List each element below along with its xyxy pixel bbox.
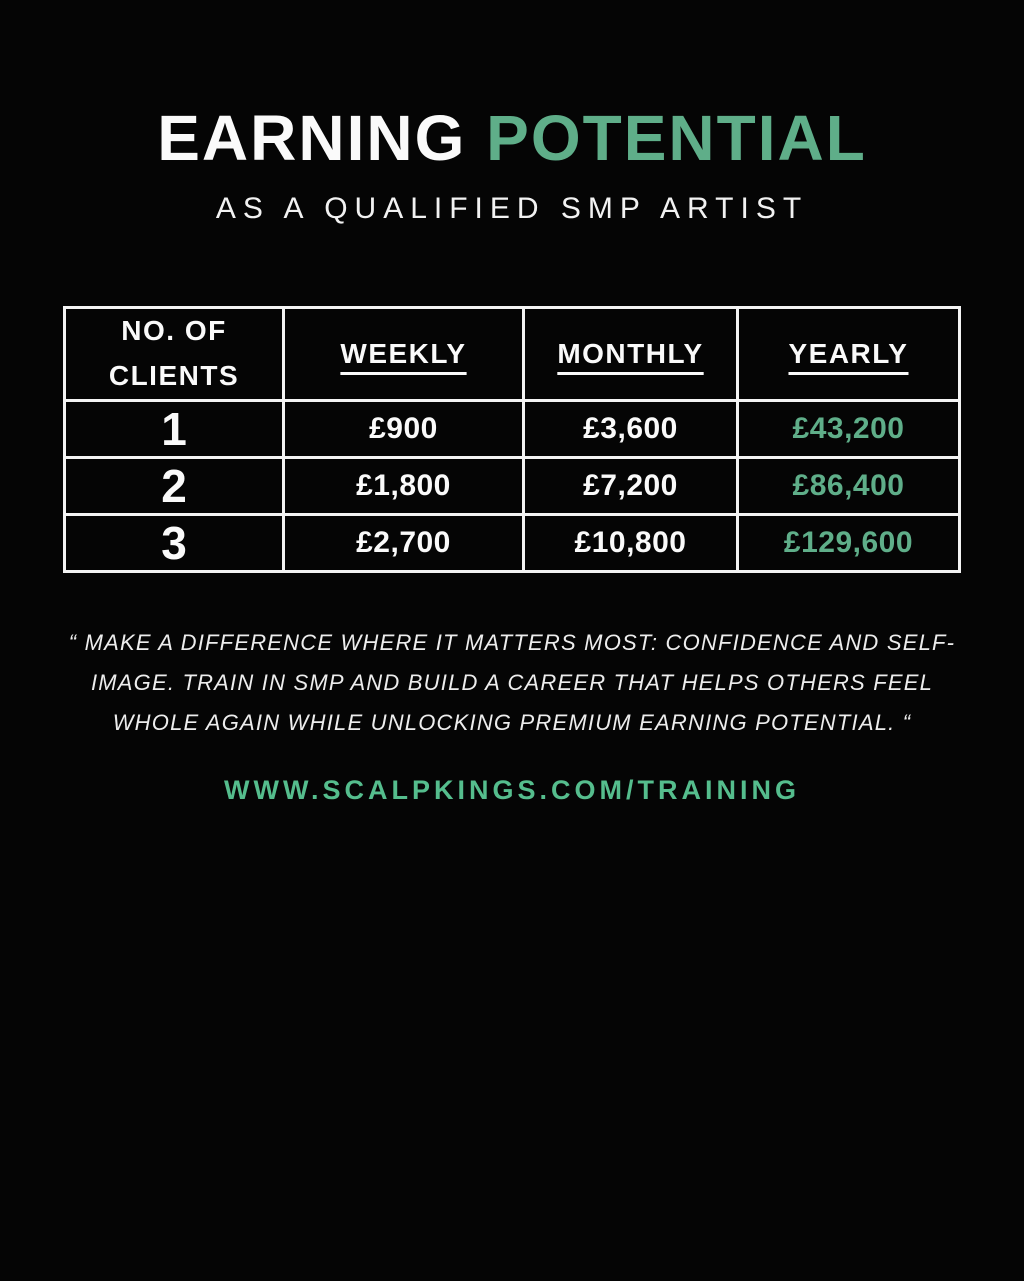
page-title-potential: POTENTIAL [486, 102, 867, 174]
cell-clients-row1: 1 [66, 401, 282, 456]
earning-table: NO. OF CLIENTS WEEKLY MONTHLY YEARLY 1 £… [63, 306, 961, 573]
cell-clients-row3: 3 [66, 515, 282, 570]
page-title-earning: EARNING [157, 102, 467, 174]
training-url: WWW.SCALPKINGS.COM/TRAINING [224, 774, 800, 805]
cell-monthly-row2: £7,200 [525, 458, 736, 513]
cell-yearly-row1: £43,200 [739, 401, 958, 456]
cell-yearly-row3: £129,600 [739, 515, 958, 570]
col-header-weekly-label: WEEKLY [340, 337, 467, 369]
col-header-no-of-clients: NO. OF CLIENTS [66, 309, 282, 399]
cell-clients-row2: 2 [66, 458, 282, 513]
title-space [466, 102, 486, 174]
col-header-weekly: WEEKLY [285, 309, 522, 399]
cell-weekly-row2: £1,800 [285, 458, 522, 513]
page-subtitle: AS A QUALIFIED SMP ARTIST [215, 192, 809, 225]
col-header-monthly: MONTHLY [525, 309, 736, 399]
col-header-monthly-label: MONTHLY [557, 337, 704, 369]
cell-monthly-row1: £3,600 [525, 401, 736, 456]
cell-weekly-row1: £900 [285, 401, 522, 456]
cell-monthly-row3: £10,800 [525, 515, 736, 570]
cell-weekly-row3: £2,700 [285, 515, 522, 570]
cell-yearly-row2: £86,400 [739, 458, 958, 513]
col-header-yearly-label: YEARLY [788, 337, 909, 369]
col-header-yearly: YEARLY [739, 309, 958, 399]
testimonial-quote: “ MAKE A DIFFERENCE WHERE IT MATTERS MOS… [68, 629, 956, 735]
page-title: EARNING POTENTIAL [0, 0, 1024, 170]
